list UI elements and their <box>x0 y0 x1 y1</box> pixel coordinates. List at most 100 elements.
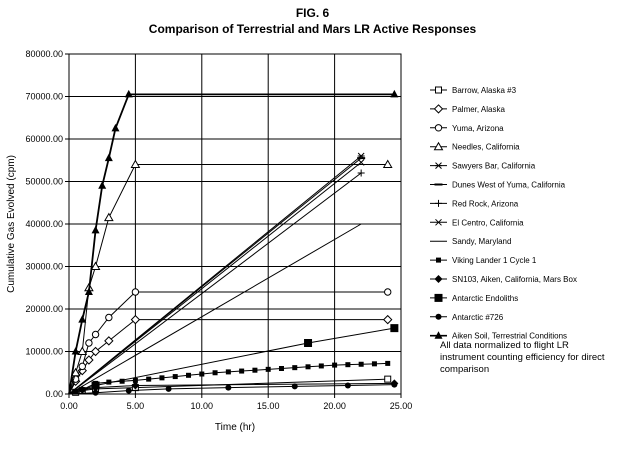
y-tick-label: 0.00 <box>45 389 63 399</box>
legend-entry: Dunes West of Yuma, California <box>430 181 566 190</box>
legend-label: Dunes West of Yuma, California <box>452 181 566 190</box>
legend-entry: Red Rock, Arizona <box>430 199 519 208</box>
data-point <box>385 360 391 366</box>
data-point <box>305 364 311 370</box>
legend-entry: Sawyers Bar, California <box>430 162 536 171</box>
y-tick-label: 40000.00 <box>25 219 63 229</box>
data-point <box>390 89 399 98</box>
data-point <box>344 382 351 389</box>
plot-series <box>68 89 399 396</box>
legend-marker <box>434 124 443 132</box>
data-point <box>84 355 94 365</box>
series-line-red-rock-arizona <box>68 172 362 395</box>
legend-label: SN103, Aiken, California, Mars Box <box>452 275 577 284</box>
data-point <box>91 225 100 234</box>
data-point <box>131 288 140 296</box>
y-axis-label: Cumulative Gas Evolved (cpm) <box>6 155 17 293</box>
data-point <box>131 381 140 390</box>
legend-marker <box>433 141 444 151</box>
data-point <box>292 365 298 371</box>
data-point <box>91 330 100 339</box>
x-axis-label: Time (hr) <box>215 422 255 433</box>
data-point <box>357 159 365 166</box>
data-point <box>304 339 313 347</box>
data-point <box>70 367 81 377</box>
legend-label: Sawyers Bar, California <box>452 162 536 171</box>
x-tick-label: 0.00 <box>60 401 78 411</box>
data-point <box>358 361 364 367</box>
tick-labels: 0.00 10000.00 20000.00 30000.00 40000.00 5000… <box>25 49 412 411</box>
data-point <box>384 375 392 383</box>
y-tick-label: 50000.00 <box>25 177 63 187</box>
y-tick-label: 80000.00 <box>25 49 63 59</box>
x-tick-label: 20.00 <box>323 401 346 411</box>
x-tick-label: 10.00 <box>191 401 214 411</box>
y-tick-label: 10000.00 <box>25 347 63 357</box>
data-point <box>146 376 152 382</box>
data-point <box>383 314 393 325</box>
y-tick-label: 20000.00 <box>25 304 63 314</box>
y-tick-label: 60000.00 <box>25 134 63 144</box>
data-point <box>265 366 271 372</box>
data-point <box>104 336 114 346</box>
data-point <box>78 362 86 371</box>
legend-entry: Antarctic Endoliths <box>430 293 518 303</box>
data-point <box>199 371 205 377</box>
plot-frame <box>68 53 402 395</box>
data-point <box>371 361 377 367</box>
data-point <box>252 367 258 373</box>
data-point <box>278 366 284 371</box>
data-point <box>90 261 101 270</box>
chart-title: Comparison of Terrestrial and Mars LR Ac… <box>148 22 477 36</box>
data-point <box>172 374 178 380</box>
series-line-sandy-maryland <box>68 223 362 395</box>
data-point <box>332 362 338 368</box>
legend-label: El Centro, California <box>452 218 524 227</box>
legend-entry: Aiken Soil, Terrestrial Conditions <box>430 331 567 341</box>
data-point <box>391 381 398 388</box>
legend-label: Yuma, Arizona <box>452 124 504 133</box>
legend-entry: Palmer, Alaska <box>430 104 505 114</box>
data-point <box>291 383 298 390</box>
data-point <box>124 89 133 98</box>
legend-marker <box>434 331 443 339</box>
legend-label: Antarctic Endoliths <box>452 294 518 303</box>
series-line-palmer-alaska <box>68 319 388 395</box>
series-sandy-maryland <box>68 223 362 395</box>
figure-number: FIG. 6 <box>295 6 330 20</box>
data-point <box>91 381 100 390</box>
data-point <box>77 346 88 355</box>
series-red-rock-arizona <box>68 169 365 395</box>
grid-lines <box>68 53 402 395</box>
legend-marker <box>435 199 442 207</box>
legend-marker <box>434 293 443 302</box>
data-point <box>345 362 351 368</box>
x-tick-label: 15.00 <box>257 401 280 411</box>
data-point <box>186 372 192 378</box>
data-point <box>357 169 365 177</box>
data-point <box>103 212 114 222</box>
data-point <box>132 377 138 383</box>
data-point <box>225 384 232 391</box>
legend-marker <box>435 86 442 94</box>
legend-label: Antarctic #726 <box>452 313 504 322</box>
data-point <box>225 369 231 375</box>
legend-marker <box>436 257 441 263</box>
data-point <box>382 159 393 168</box>
data-point <box>384 288 392 296</box>
series-line-aiken-soil-terrestrial-conditions <box>68 93 395 395</box>
data-point <box>159 375 165 381</box>
legend-entry: Viking Lander 1 Cycle 1 <box>430 256 537 265</box>
legend-entry: Yuma, Arizona <box>430 124 504 133</box>
series-line-el-centro-california <box>68 161 362 395</box>
series-yuma-arizona <box>68 288 392 395</box>
legend-entry: El Centro, California <box>430 218 524 227</box>
data-point <box>318 363 324 369</box>
legend-marker <box>435 313 442 320</box>
data-point <box>165 385 172 392</box>
series-dunes-west-of-yuma-california <box>68 157 366 395</box>
legend-entry: Sandy, Maryland <box>430 237 511 246</box>
legend-entry: SN103, Aiken, California, Mars Box <box>430 275 577 284</box>
legend: Barrow, Alaska #3 Palmer, Alaska Yuma, Ari… <box>430 86 577 341</box>
